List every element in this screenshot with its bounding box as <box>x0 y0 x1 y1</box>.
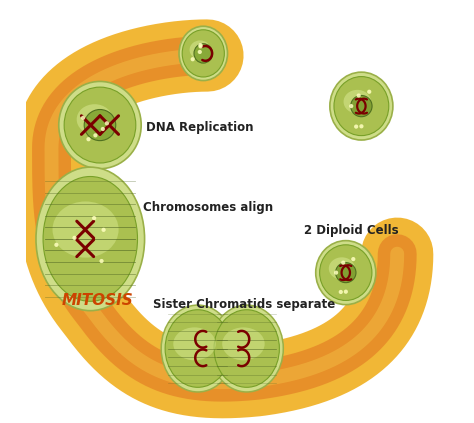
Circle shape <box>81 116 85 120</box>
Circle shape <box>356 93 361 98</box>
Ellipse shape <box>316 241 376 305</box>
Ellipse shape <box>161 305 234 392</box>
Ellipse shape <box>336 263 356 283</box>
Text: 2 Diploid Cells: 2 Diploid Cells <box>304 224 399 237</box>
Circle shape <box>349 104 353 108</box>
Circle shape <box>199 44 203 49</box>
Circle shape <box>92 216 96 220</box>
Circle shape <box>198 50 202 54</box>
Ellipse shape <box>319 245 372 300</box>
Circle shape <box>359 124 364 129</box>
Circle shape <box>73 236 77 240</box>
Circle shape <box>339 290 343 294</box>
Ellipse shape <box>214 310 279 387</box>
Circle shape <box>55 243 58 247</box>
Circle shape <box>334 271 338 275</box>
Circle shape <box>86 137 91 141</box>
Circle shape <box>341 261 345 265</box>
Ellipse shape <box>344 90 371 113</box>
Circle shape <box>93 133 98 137</box>
Ellipse shape <box>64 87 136 163</box>
Ellipse shape <box>330 72 393 140</box>
Circle shape <box>198 43 202 47</box>
Ellipse shape <box>36 167 145 310</box>
Ellipse shape <box>43 176 137 301</box>
Circle shape <box>344 290 348 294</box>
Ellipse shape <box>84 110 116 140</box>
Ellipse shape <box>222 327 264 360</box>
Circle shape <box>100 127 105 131</box>
Text: MITOSIS: MITOSIS <box>62 294 134 308</box>
Text: Chromosomes align: Chromosomes align <box>144 201 273 214</box>
Ellipse shape <box>77 104 112 135</box>
Circle shape <box>367 90 371 94</box>
Circle shape <box>101 228 106 232</box>
Circle shape <box>105 121 109 125</box>
Circle shape <box>354 124 358 129</box>
Ellipse shape <box>194 44 212 63</box>
Ellipse shape <box>351 96 372 117</box>
Ellipse shape <box>53 201 118 258</box>
Ellipse shape <box>329 257 355 280</box>
Circle shape <box>100 259 104 263</box>
Ellipse shape <box>179 26 228 80</box>
Circle shape <box>191 57 195 61</box>
Ellipse shape <box>173 327 216 360</box>
Ellipse shape <box>182 30 224 77</box>
Text: DNA Replication: DNA Replication <box>146 121 254 134</box>
Ellipse shape <box>334 77 389 136</box>
Ellipse shape <box>210 305 283 392</box>
Circle shape <box>351 257 356 261</box>
Ellipse shape <box>59 82 141 169</box>
Text: Sister Chromatids separate: Sister Chromatids separate <box>153 298 335 311</box>
Ellipse shape <box>165 310 230 387</box>
Ellipse shape <box>190 41 210 59</box>
